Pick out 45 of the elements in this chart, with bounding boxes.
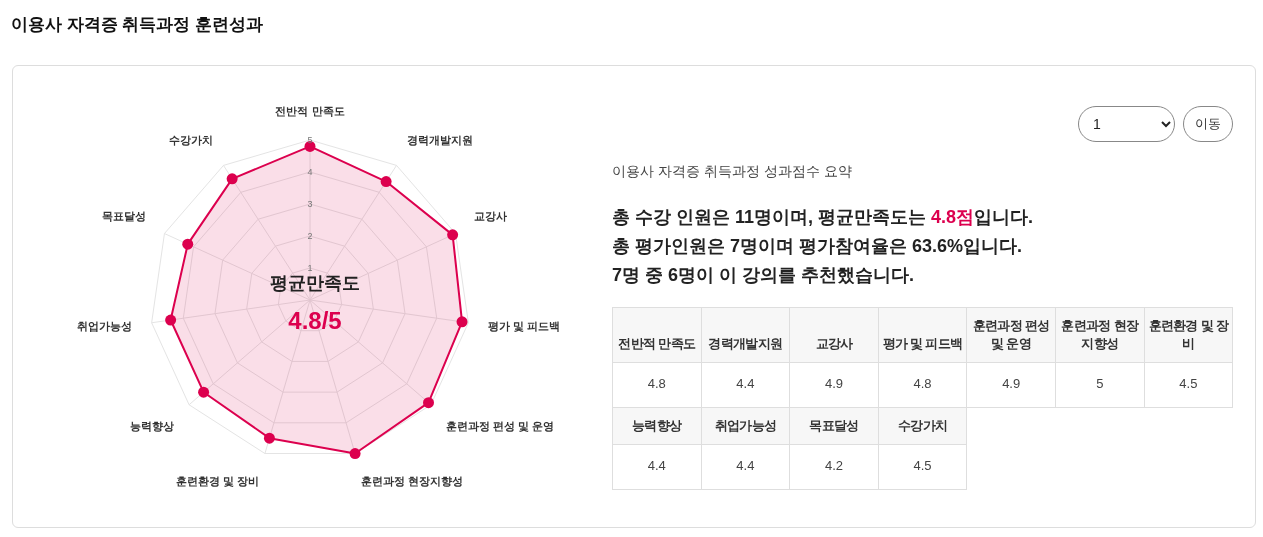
data-label: 4.4 — [612, 444, 702, 490]
spoke-label: 경력개발지원 — [407, 133, 474, 146]
data-label: 4.4 — [701, 444, 790, 490]
text: 4.8점 — [931, 207, 975, 227]
spoke-label: 전반적 만족도 — [275, 105, 345, 117]
text: 1 — [1078, 106, 1175, 142]
text: 총 수강 인원은 11명이며, 평균만족도는 — [612, 207, 928, 227]
category-label: 평가 및 피드백 — [878, 307, 967, 363]
y-tick-label: 3 — [307, 199, 313, 209]
spoke-label: 교강사 — [473, 210, 507, 223]
category-label: 훈련과정 현장지향성 — [1055, 307, 1145, 363]
category-label: 능력향상 — [612, 407, 702, 445]
text: 총 평가인원은 7명이며 평가참여율은 63.6%입니다. — [612, 235, 1024, 258]
category-label: 훈련환경 및 장비 — [1144, 307, 1233, 363]
data-label: 5 — [1055, 362, 1145, 408]
y-tick-label: 1 — [307, 263, 313, 273]
text: 평균만족도 — [270, 273, 360, 293]
data-label: 4.5 — [878, 444, 967, 490]
category-label: 전반적 만족도 — [612, 307, 702, 363]
spoke-label: 수강가치 — [168, 133, 213, 146]
spoke-label: 평가 및 피드백 — [488, 319, 561, 332]
category-label: 교강사 — [789, 307, 879, 363]
text: 이동 — [1183, 106, 1233, 142]
text: 7명 중 6명이 이 강의를 추천했습니다. — [612, 264, 916, 287]
text: 4.8/5 — [288, 306, 342, 334]
category-label: 경력개발지원 — [701, 307, 790, 363]
category-label: 취업가능성 — [701, 407, 790, 445]
data-label: 4.5 — [1144, 362, 1233, 408]
chart-title: 이용사 자격증 취득과정 훈련성과 — [11, 14, 264, 36]
spoke-label: 훈련환경 및 장비 — [176, 474, 260, 487]
text: 입니다. — [974, 207, 1034, 227]
category-label: 수강가치 — [878, 407, 967, 445]
spoke-label: 취업가능성 — [76, 319, 132, 332]
category-label: 훈련과정 편성 및 운영 — [966, 307, 1056, 363]
y-tick-label: 5 — [307, 135, 313, 145]
spoke-label: 훈련과정 편성 및 운영 — [446, 419, 555, 432]
text: 이용사 자격증 취득과정 성과점수 요약 — [612, 162, 852, 181]
category-label: 목표달성 — [789, 407, 879, 445]
data-label: 4.9 — [966, 362, 1056, 408]
spoke-label: 훈련과정 현장지향성 — [360, 474, 463, 487]
spoke-label: 능력향상 — [129, 419, 174, 432]
y-tick-label: 2 — [307, 231, 313, 241]
y-tick-label: 4 — [307, 167, 313, 177]
data-label: 4.2 — [789, 444, 879, 490]
spoke-label: 목표달성 — [102, 210, 147, 223]
